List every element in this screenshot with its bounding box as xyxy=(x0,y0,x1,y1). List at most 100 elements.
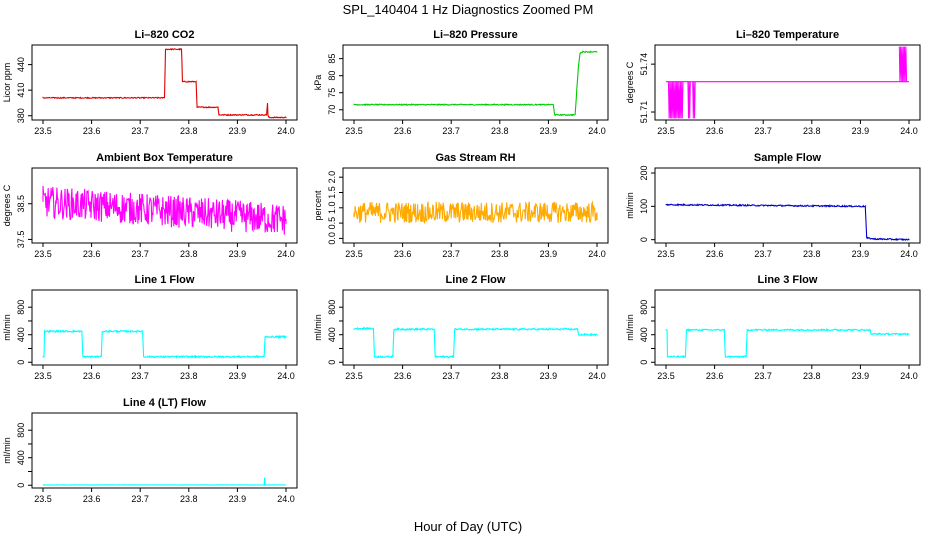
x-tick-label: 23.5 xyxy=(34,494,52,504)
x-tick-label: 23.9 xyxy=(229,249,247,259)
x-tick-label: 23.7 xyxy=(442,249,460,259)
x-tick-label: 23.9 xyxy=(229,494,247,504)
x-tick-label: 23.8 xyxy=(803,249,821,259)
panel-title: Gas Stream RH xyxy=(435,152,515,164)
figure-title: SPL_140404 1 Hz Diagnostics Zoomed PM xyxy=(343,2,594,17)
x-tick-label: 23.6 xyxy=(394,249,412,259)
y-axis-label: Licor ppm xyxy=(2,63,12,103)
x-tick-label: 23.6 xyxy=(83,371,101,381)
plot-frame xyxy=(342,44,609,121)
panel-title: Sample Flow xyxy=(754,152,822,164)
x-tick-label: 23.5 xyxy=(657,126,675,136)
x-tick-label: 24.0 xyxy=(900,371,918,381)
x-tick-label: 23.8 xyxy=(491,249,509,259)
x-tick-label: 24.0 xyxy=(588,371,606,381)
y-tick-label: 100 xyxy=(639,199,649,214)
x-tick-label: 23.7 xyxy=(754,249,772,259)
x-tick-label: 24.0 xyxy=(277,371,295,381)
x-tick-label: 24.0 xyxy=(277,494,295,504)
y-tick-label: 1.0 xyxy=(327,202,337,215)
y-tick-label: 0.0 xyxy=(327,232,337,245)
y-tick-label: 51.71 xyxy=(639,101,649,124)
x-tick-label: 23.9 xyxy=(852,371,870,381)
x-tick-label: 23.6 xyxy=(706,249,724,259)
series-burst xyxy=(687,81,691,119)
y-tick-label: 400 xyxy=(639,327,649,342)
plot-frame xyxy=(342,289,609,366)
plot-frame xyxy=(654,167,921,244)
x-tick-label: 23.9 xyxy=(852,249,870,259)
y-axis-label: ml/min xyxy=(2,437,12,464)
x-tick-label: 23.5 xyxy=(34,126,52,136)
panel-title: Line 2 Flow xyxy=(446,274,506,286)
x-tick-label: 24.0 xyxy=(277,126,295,136)
x-tick-label: 23.9 xyxy=(229,126,247,136)
x-tick-label: 23.8 xyxy=(803,126,821,136)
x-tick-label: 23.7 xyxy=(131,371,149,381)
x-tick-label: 24.0 xyxy=(277,249,295,259)
x-tick-label: 23.5 xyxy=(345,249,363,259)
y-axis-label: ml/min xyxy=(2,314,12,341)
y-axis-label: percent xyxy=(313,190,323,221)
y-tick-label: 400 xyxy=(16,327,26,342)
panel-title: Line 1 Flow xyxy=(135,274,195,286)
x-tick-label: 24.0 xyxy=(588,249,606,259)
y-tick-label: 38.5 xyxy=(16,195,26,213)
panel-title: Line 3 Flow xyxy=(758,274,818,286)
x-tick-label: 23.6 xyxy=(83,249,101,259)
x-tick-label: 23.7 xyxy=(131,249,149,259)
panel-9: Line 3 Flow ml/min 23.5 23.6 23.7 23.8 23.9 24.… xyxy=(625,274,921,381)
y-tick-label: 800 xyxy=(16,300,26,315)
series-line xyxy=(353,50,598,117)
plot-frame xyxy=(31,167,298,244)
x-tick-label: 23.7 xyxy=(754,371,772,381)
x-tick-label: 24.0 xyxy=(588,126,606,136)
series-line xyxy=(665,327,910,359)
panel-3: Li–820 Temperature degrees C 23.5 23.6 23.7 2… xyxy=(625,29,921,136)
x-tick-label: 23.8 xyxy=(180,494,198,504)
x-tick-label: 23.9 xyxy=(540,249,558,259)
panel-title: Li–820 Pressure xyxy=(433,29,517,41)
y-tick-label: 0 xyxy=(16,360,26,365)
x-tick-label: 23.5 xyxy=(34,371,52,381)
panel-6: Sample Flow ml/min 23.5 23.6 23.7 23.8 23.9 24.… xyxy=(625,152,921,259)
x-tick-label: 23.8 xyxy=(491,126,509,136)
y-tick-label: 200 xyxy=(639,165,649,180)
series-burst xyxy=(898,46,908,82)
x-tick-label: 23.7 xyxy=(131,494,149,504)
panel-grid: Li–820 CO2 Licor ppm 23.5 23.6 23.7 23.8 23.9 2… xyxy=(2,29,921,504)
x-tick-label: 23.8 xyxy=(803,371,821,381)
y-axis-label: kPa xyxy=(313,75,323,91)
series-line xyxy=(353,326,598,359)
y-tick-label: 800 xyxy=(639,300,649,315)
x-tick-label: 23.8 xyxy=(491,371,509,381)
x-tick-label: 23.9 xyxy=(540,126,558,136)
panel-title: Li–820 CO2 xyxy=(135,29,195,41)
panel-title: Li–820 Temperature xyxy=(736,29,839,41)
y-tick-label: 0 xyxy=(639,360,649,365)
y-tick-label: 51.74 xyxy=(639,53,649,76)
y-tick-label: 70 xyxy=(327,105,337,115)
plot-frame xyxy=(342,167,609,244)
x-tick-label: 23.6 xyxy=(706,371,724,381)
y-tick-label: 37.5 xyxy=(16,231,26,249)
x-tick-label: 23.7 xyxy=(442,371,460,381)
x-tick-label: 23.6 xyxy=(394,126,412,136)
panel-7: Line 1 Flow ml/min 23.5 23.6 23.7 23.8 23.9 24.… xyxy=(2,274,298,381)
y-tick-label: 1.5 xyxy=(327,186,337,199)
x-tick-label: 23.6 xyxy=(83,126,101,136)
y-axis-label: ml/min xyxy=(625,314,635,341)
x-tick-label: 23.7 xyxy=(442,126,460,136)
panel-5: Gas Stream RH percent 23.5 23.6 23.7 23.8 23.9… xyxy=(313,152,609,259)
x-tick-label: 23.5 xyxy=(34,249,52,259)
x-tick-label: 23.9 xyxy=(229,371,247,381)
panel-1: Li–820 CO2 Licor ppm 23.5 23.6 23.7 23.8 23.9 2… xyxy=(2,29,298,136)
y-tick-label: 0 xyxy=(639,237,649,242)
y-tick-label: 0 xyxy=(16,483,26,488)
panel-10: Line 4 (LT) Flow ml/min 23.5 23.6 23.7 23.8 23… xyxy=(2,397,298,504)
plot-frame xyxy=(31,412,298,489)
series-line xyxy=(353,200,598,225)
plot-frame xyxy=(31,44,298,121)
panel-title: Line 4 (LT) Flow xyxy=(123,397,206,409)
